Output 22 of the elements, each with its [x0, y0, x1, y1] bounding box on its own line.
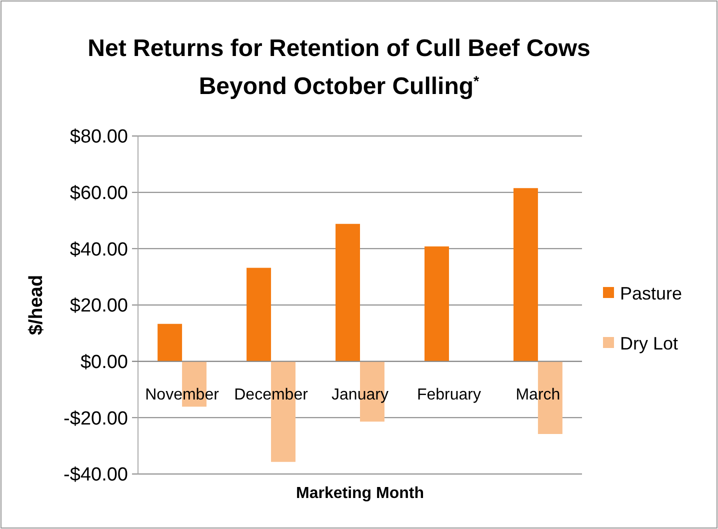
legend-label: Dry Lot: [620, 333, 678, 354]
y-tick-label: $80.00: [70, 126, 128, 148]
y-tick-label: $60.00: [70, 182, 128, 204]
x-tick-label: January: [332, 386, 388, 404]
x-tick-label: November: [145, 386, 220, 404]
bar: [158, 324, 182, 362]
bar: [513, 188, 538, 362]
y-tick-label: $40.00: [70, 239, 128, 260]
bar: [424, 246, 449, 362]
x-tick-label: February: [416, 386, 481, 404]
legend-label: Pasture: [620, 283, 682, 304]
bar: [246, 268, 272, 362]
y-tick-label: -$20.00: [64, 408, 128, 430]
chart-title: Net Returns for Retention of Cull Beef Cows Beyond October Culling$^{*}$: [88, 35, 590, 100]
x-axis-title: Marketing Month: [296, 485, 424, 502]
y-tick-label: -$40.00: [64, 464, 128, 486]
x-tick-label: March: [516, 386, 560, 404]
y-axis-title: $/head: [26, 274, 47, 336]
x-tick-label: December: [234, 386, 309, 404]
y-tick-label: $20.00: [70, 296, 128, 317]
y-tick-label: $0.00: [80, 352, 128, 373]
bar: [336, 224, 360, 362]
